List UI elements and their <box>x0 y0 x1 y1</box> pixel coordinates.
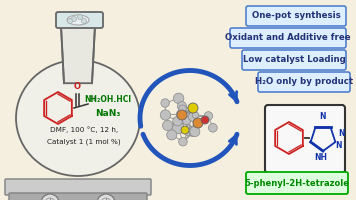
Circle shape <box>82 19 87 23</box>
Circle shape <box>190 126 200 137</box>
Circle shape <box>68 19 73 23</box>
Text: NH₂OH.HCl: NH₂OH.HCl <box>84 96 131 104</box>
Circle shape <box>72 17 77 21</box>
Text: 5-phenyl-2H-tetrazole: 5-phenyl-2H-tetrazole <box>245 178 350 188</box>
FancyBboxPatch shape <box>9 193 147 200</box>
Circle shape <box>189 126 199 136</box>
Circle shape <box>188 105 194 111</box>
FancyBboxPatch shape <box>230 28 346 48</box>
Circle shape <box>177 110 184 118</box>
Text: Oxidant and Additive free: Oxidant and Additive free <box>225 33 351 43</box>
Text: DMF, 100 °C, 12 h,: DMF, 100 °C, 12 h, <box>50 127 118 133</box>
Circle shape <box>201 116 209 124</box>
Polygon shape <box>61 26 95 83</box>
Circle shape <box>78 15 83 20</box>
Ellipse shape <box>16 60 140 176</box>
Circle shape <box>177 102 187 111</box>
Text: N: N <box>335 142 341 150</box>
Circle shape <box>167 130 177 140</box>
Text: NaN₃: NaN₃ <box>95 108 121 117</box>
Circle shape <box>97 194 115 200</box>
Text: O: O <box>73 82 80 91</box>
Circle shape <box>161 99 169 107</box>
Text: H₂O only by product: H₂O only by product <box>255 77 353 86</box>
Text: One-pot synthesis: One-pot synthesis <box>252 11 340 21</box>
Text: NH: NH <box>314 153 328 162</box>
Circle shape <box>179 112 191 124</box>
Circle shape <box>173 122 184 134</box>
Circle shape <box>184 129 192 136</box>
Circle shape <box>173 116 182 126</box>
FancyBboxPatch shape <box>5 179 151 195</box>
Circle shape <box>179 137 187 146</box>
Text: N: N <box>320 112 326 121</box>
Circle shape <box>192 112 199 118</box>
Circle shape <box>179 105 186 112</box>
Text: N: N <box>338 130 345 138</box>
Circle shape <box>189 130 195 136</box>
Circle shape <box>160 110 171 120</box>
Circle shape <box>177 110 187 120</box>
Circle shape <box>163 120 173 131</box>
Circle shape <box>182 116 191 125</box>
FancyBboxPatch shape <box>56 12 103 28</box>
FancyBboxPatch shape <box>246 6 346 26</box>
Circle shape <box>188 103 198 113</box>
Text: Catalyst 1 (1 mol %): Catalyst 1 (1 mol %) <box>47 139 121 145</box>
FancyBboxPatch shape <box>265 105 345 173</box>
Ellipse shape <box>67 15 89 25</box>
Circle shape <box>173 93 184 104</box>
FancyBboxPatch shape <box>242 50 346 70</box>
Circle shape <box>188 112 198 121</box>
Circle shape <box>181 126 189 134</box>
FancyBboxPatch shape <box>246 172 348 194</box>
FancyBboxPatch shape <box>258 72 350 92</box>
Circle shape <box>41 194 59 200</box>
Circle shape <box>204 112 213 120</box>
Circle shape <box>209 123 217 132</box>
Text: Low catalyst Loading: Low catalyst Loading <box>243 55 345 64</box>
Text: H: H <box>89 96 94 102</box>
Circle shape <box>193 118 203 128</box>
